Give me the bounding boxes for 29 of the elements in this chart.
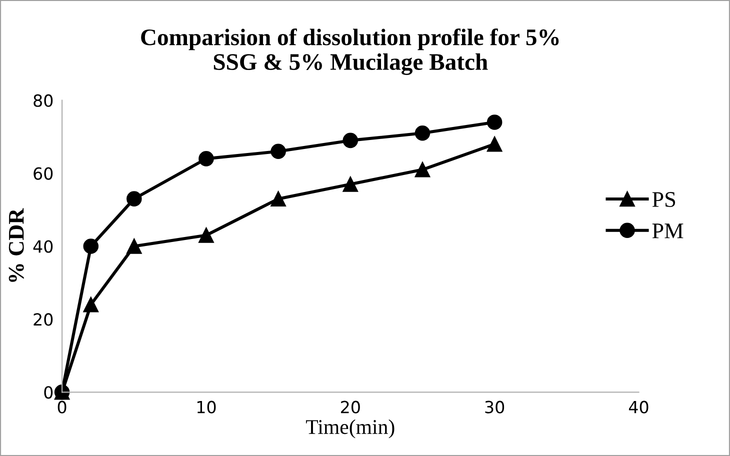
point <box>486 136 502 152</box>
point <box>270 144 286 160</box>
x-tick-label: 40 <box>628 400 648 414</box>
point <box>486 114 502 130</box>
point <box>126 191 142 206</box>
x-axis-title: Time(min) <box>306 419 394 438</box>
y-tick-label: 20 <box>34 313 53 326</box>
chart-title: Comparision of dissolution profile for 5% SSG & 5% Mucilage Batch <box>141 28 559 75</box>
x-tick-label: 20 <box>341 400 360 414</box>
point <box>83 296 99 312</box>
y-axis-title: % CDR <box>8 208 24 282</box>
point <box>414 126 430 141</box>
point <box>342 176 358 192</box>
legend-label: PM <box>652 224 684 238</box>
y-tick-label: 60 <box>34 167 53 180</box>
y-tick-label: 0 <box>44 386 53 399</box>
point <box>342 132 358 148</box>
point <box>198 228 214 243</box>
point <box>83 238 99 254</box>
x-tick-label: 10 <box>197 400 216 414</box>
x-tick-label: 30 <box>485 400 504 414</box>
point <box>198 151 214 166</box>
point <box>414 162 430 178</box>
legend-label: PS <box>652 192 676 207</box>
x-tick-label: 0 <box>58 400 66 414</box>
y-tick-label: 40 <box>33 240 53 253</box>
point <box>270 191 286 206</box>
y-tick-label: 80 <box>34 94 53 107</box>
point <box>126 238 142 254</box>
